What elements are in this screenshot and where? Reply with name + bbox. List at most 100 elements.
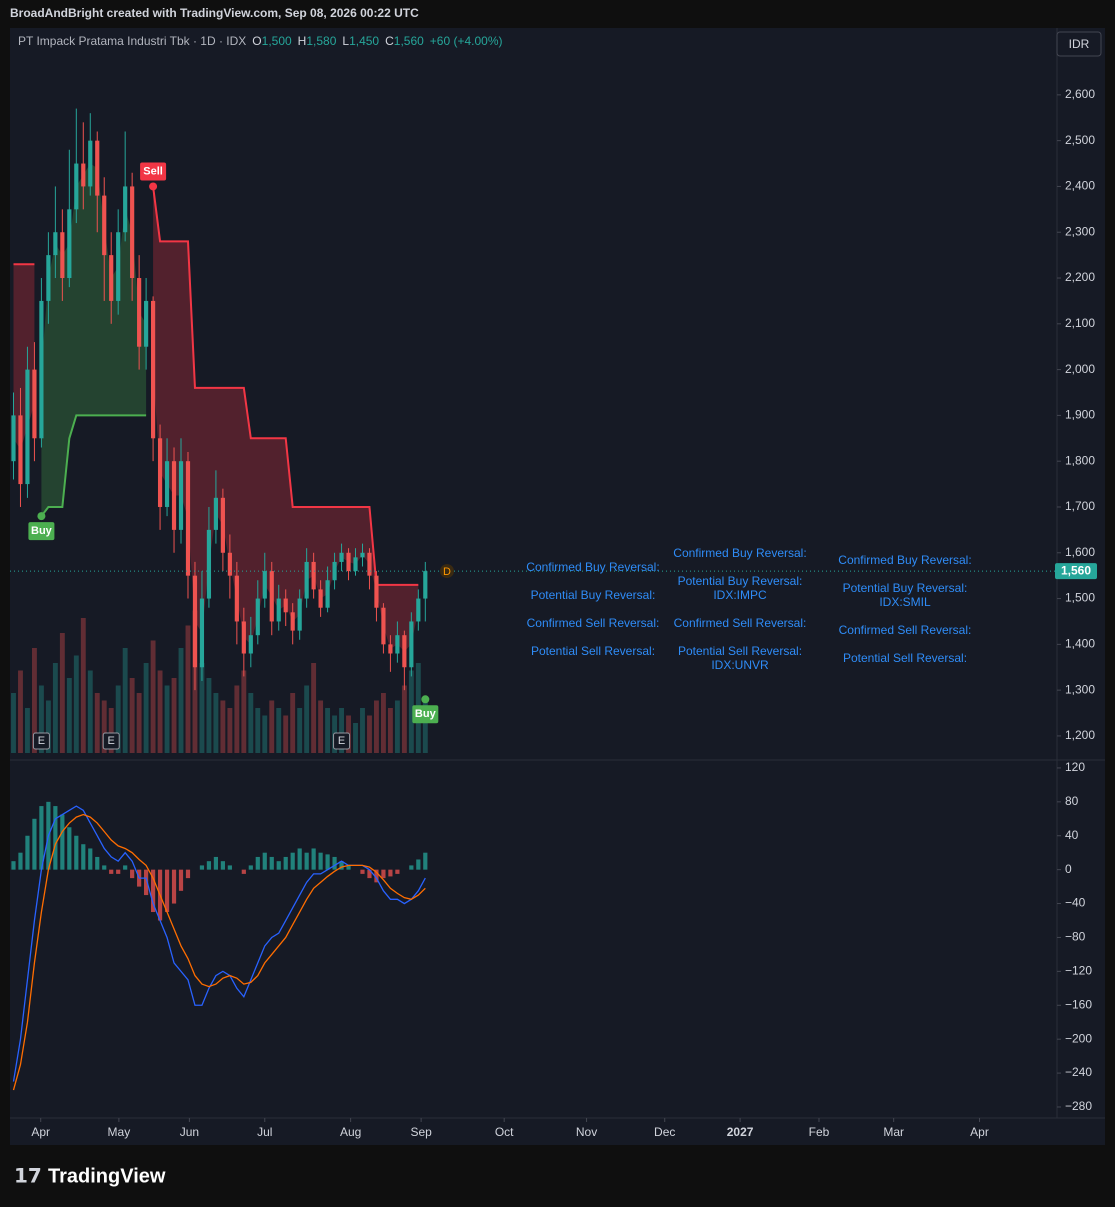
histogram-bar	[416, 859, 421, 870]
legend-key: O	[252, 34, 261, 48]
histogram-bar	[262, 852, 267, 870]
event-box	[32, 732, 50, 750]
volume-bar	[360, 708, 365, 753]
candle-body	[227, 552, 232, 576]
volume-bar	[101, 700, 107, 753]
histogram-bar	[11, 861, 16, 870]
last-price-box	[1055, 563, 1097, 580]
candle-body	[144, 300, 149, 347]
candle-body	[248, 635, 253, 654]
legend-value: 1,560	[394, 34, 424, 48]
histogram-bar	[74, 835, 79, 870]
candle-body	[25, 369, 30, 485]
volume-bar	[108, 708, 114, 753]
histogram-bar	[248, 865, 253, 870]
volume-bar	[241, 670, 247, 753]
candle-body	[423, 571, 428, 599]
screener-text: Confirmed Buy Reversal:	[838, 553, 971, 567]
y-tick-label: 1,600	[1065, 545, 1095, 559]
macd-tick-label: 120	[1065, 760, 1085, 774]
macd-tick-label: −120	[1065, 964, 1092, 978]
volume-bar	[31, 648, 37, 753]
y-tick-label: 2,300	[1065, 224, 1095, 238]
candle-body	[199, 598, 205, 668]
candle-body	[304, 561, 309, 599]
legend-key: C	[385, 34, 394, 48]
candle-body	[325, 580, 330, 608]
histogram-bar	[206, 861, 212, 870]
y-tick-label: 1,300	[1065, 682, 1095, 696]
histogram-bar	[227, 865, 232, 870]
currency[interactable]: IDR	[1069, 37, 1090, 51]
histogram-bar	[241, 869, 246, 874]
candle-body	[367, 552, 372, 576]
volume-bar	[387, 708, 393, 753]
volume-bar	[171, 678, 177, 753]
signal-dot	[37, 512, 46, 521]
volume-bar	[164, 685, 170, 753]
y-tick-label: 1,500	[1065, 591, 1095, 605]
screener-text: Potential Sell Reversal:	[531, 644, 655, 658]
currency-button[interactable]	[1056, 31, 1102, 57]
signal-label: Sell	[143, 165, 163, 177]
candle-body	[395, 635, 400, 654]
x-tick-label: 2027	[727, 1125, 754, 1139]
histogram-bar	[367, 869, 372, 879]
legend-value: 1,500	[262, 34, 292, 48]
volume-bar	[11, 693, 16, 753]
legend: PT Impack Pratama Industri Tbk · 1D · ID…	[18, 34, 503, 48]
x-tick-label: Feb	[809, 1125, 830, 1139]
volume-bar	[143, 663, 149, 753]
candle-body	[18, 415, 23, 485]
x-tick-label: Aug	[340, 1125, 361, 1139]
screener-text: Confirmed Buy Reversal:	[673, 546, 806, 560]
histogram-bar	[144, 869, 149, 896]
y-tick-label: 2,100	[1065, 316, 1095, 330]
legend-change: +60 (+4.00%)	[430, 34, 503, 48]
histogram-bar	[199, 865, 205, 870]
volume-bar	[185, 625, 191, 753]
volume-bar	[339, 708, 344, 753]
candle-body	[95, 140, 100, 196]
histogram-bar	[53, 806, 58, 870]
candle-body	[11, 415, 16, 462]
signal-box	[412, 705, 439, 724]
volume-bar	[150, 640, 156, 753]
volume-bar	[73, 655, 79, 753]
volume-bar	[304, 685, 310, 753]
legend-key: L	[342, 34, 349, 48]
signal-line	[12, 813, 426, 1091]
histogram-bar	[388, 869, 393, 877]
volume-bar	[248, 693, 254, 753]
candle-body	[360, 552, 365, 558]
credit: BroadAndBright created with TradingView.…	[10, 6, 419, 20]
candle-body	[46, 255, 51, 301]
candle-body	[213, 497, 219, 530]
histogram-bar	[269, 856, 274, 870]
legend-value: 1,580	[306, 34, 336, 48]
candle-body	[409, 621, 414, 668]
macd-tick-label: −280	[1065, 1099, 1092, 1113]
histogram-bar	[102, 865, 107, 870]
candle-body	[185, 461, 191, 576]
candle-body	[109, 255, 114, 301]
volume-bar	[115, 685, 121, 753]
histogram-bar	[255, 856, 260, 870]
histogram-bar	[95, 856, 100, 870]
histogram-bar	[423, 852, 428, 870]
histogram-bar	[381, 869, 386, 879]
candle-body	[346, 552, 351, 572]
candle-body	[123, 186, 128, 233]
candle-body	[311, 561, 316, 590]
candle-body	[318, 589, 323, 608]
histogram-bar	[311, 848, 316, 870]
candle-body	[157, 438, 163, 507]
candle-body	[241, 621, 246, 654]
candle-body	[339, 552, 344, 562]
screener-text: Potential Buy Reversal:	[678, 574, 803, 588]
macd-tick-label: −200	[1065, 1031, 1092, 1045]
macd-tick-label: 40	[1065, 828, 1079, 842]
macd-tick-label: −160	[1065, 997, 1092, 1011]
